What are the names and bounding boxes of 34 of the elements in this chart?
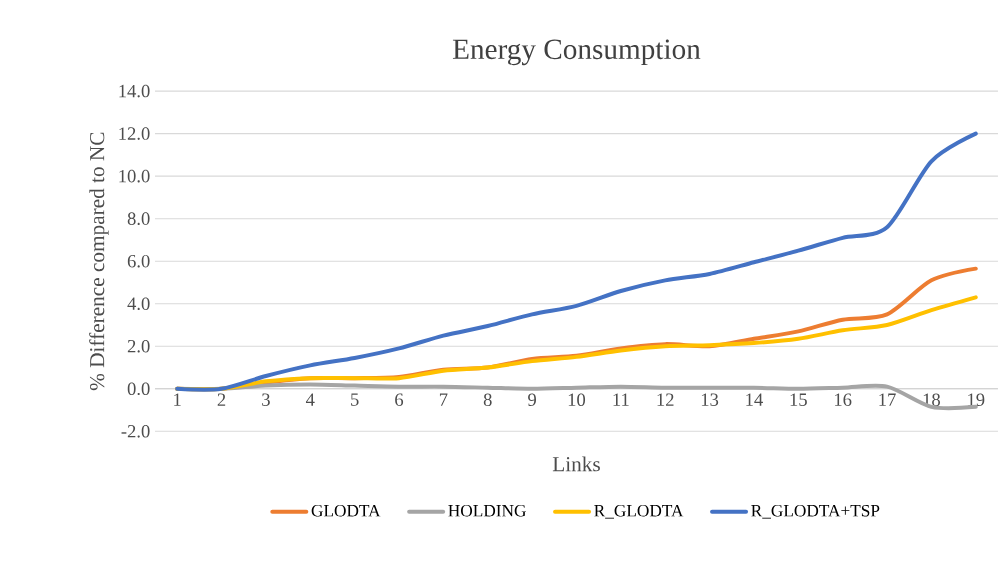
- y-tick-label: 14.0: [119, 84, 150, 98]
- y-tick-label: -2.0: [121, 425, 150, 438]
- x-tick-label: 17: [879, 393, 896, 406]
- y-tick-label: 8.0: [127, 212, 150, 226]
- legend-label: R_GLODTA: [594, 504, 684, 519]
- x-tick-label: 13: [701, 393, 719, 406]
- y-tick-label: 10.0: [119, 169, 150, 183]
- x-tick-label: 3: [262, 393, 270, 406]
- line-series: [175, 131, 978, 392]
- x-tick-label: 7: [439, 393, 448, 406]
- y-tick-label: 12.0: [119, 127, 150, 140]
- x-axis-title: Links: [552, 456, 600, 472]
- x-tick-label: 9: [528, 393, 536, 406]
- y-tick-label: 4.0: [127, 297, 150, 311]
- x-tick-label: 10: [568, 393, 586, 407]
- legend-label: R_GLODTA+TSP: [751, 504, 880, 519]
- x-tick-label: 8: [483, 393, 492, 407]
- chart-title: Energy Consumption: [452, 39, 701, 66]
- x-tick-label: 16: [835, 393, 852, 406]
- x-tick-label: 11: [613, 393, 629, 406]
- y-axis-title: % Difference compared to NC: [89, 132, 109, 391]
- x-tick-label: 1: [174, 393, 181, 406]
- y-tick-label: 0.0: [127, 382, 150, 396]
- legend-label: HOLDING: [448, 504, 526, 517]
- x-tick-label: 15: [790, 393, 807, 406]
- x-tick-label: 4: [305, 393, 315, 406]
- x-tick-label: 5: [351, 393, 359, 406]
- legend-label: GLODTA: [311, 504, 381, 517]
- x-tick-label: 14: [746, 393, 763, 406]
- x-tick-label: 12: [657, 393, 674, 406]
- x-tick-label: 6: [395, 393, 404, 406]
- y-tick-label: 6.0: [127, 254, 150, 268]
- y-tick-label: 2.0: [127, 339, 150, 353]
- x-tick-label: 2: [217, 393, 226, 406]
